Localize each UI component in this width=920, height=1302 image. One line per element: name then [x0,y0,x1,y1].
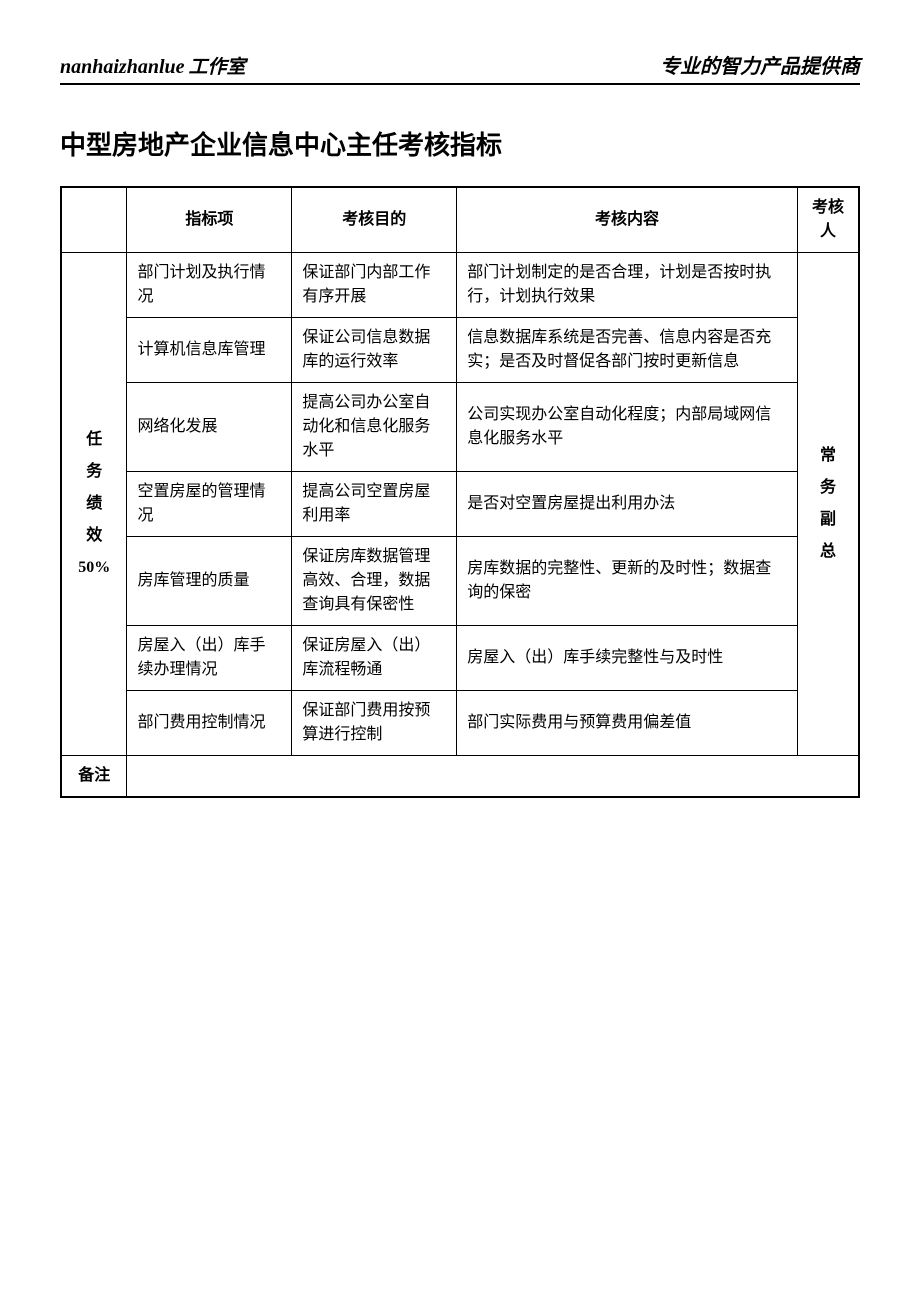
tagline: 专业的智力产品提供商 [660,50,860,79]
purpose-cell: 保证房屋入（出）库流程畅通 [292,626,457,691]
assessor-line4: 总 [808,536,848,568]
header-purpose: 考核目的 [292,187,457,253]
indicator-cell: 房屋入（出）库手续办理情况 [127,626,292,691]
content-cell: 部门计划制定的是否合理，计划是否按时执行，计划执行效果 [457,253,798,318]
remark-row: 备注 [61,756,859,798]
brand-name: nanhaizhanlue [60,56,185,78]
assessor-line1: 常 [808,440,848,472]
purpose-cell: 保证部门费用按预算进行控制 [292,691,457,756]
studio-label: 工作室 [189,57,246,78]
assessment-table: 指标项 考核目的 考核内容 考核人 任 务 绩 效 50% 部门计划及执行情况 … [60,186,860,798]
indicator-cell: 空置房屋的管理情况 [127,472,292,537]
table-row: 房库管理的质量 保证房库数据管理高效、合理，数据查询具有保密性 房库数据的完整性… [61,537,859,626]
table-row: 网络化发展 提高公司办公室自动化和信息化服务水平 公司实现办公室自动化程度；内部… [61,383,859,472]
remark-label: 备注 [61,756,127,798]
header-indicator: 指标项 [127,187,292,253]
category-cell: 任 务 绩 效 50% [61,253,127,756]
remark-content [127,756,859,798]
table-row: 任 务 绩 效 50% 部门计划及执行情况 保证部门内部工作有序开展 部门计划制… [61,253,859,318]
header-empty [61,187,127,253]
purpose-cell: 保证房库数据管理高效、合理，数据查询具有保密性 [292,537,457,626]
indicator-cell: 计算机信息库管理 [127,318,292,383]
category-line4: 效 [72,520,116,552]
table-row: 房屋入（出）库手续办理情况 保证房屋入（出）库流程畅通 房屋入（出）库手续完整性… [61,626,859,691]
indicator-cell: 部门计划及执行情况 [127,253,292,318]
purpose-cell: 提高公司办公室自动化和信息化服务水平 [292,383,457,472]
content-cell: 信息数据库系统是否完善、信息内容是否充实；是否及时督促各部门按时更新信息 [457,318,798,383]
header-assessor: 考核人 [797,187,859,253]
header-left-group: nanhaizhanlue 工作室 [60,52,246,79]
content-cell: 是否对空置房屋提出利用办法 [457,472,798,537]
content-cell: 房库数据的完整性、更新的及时性；数据查询的保密 [457,537,798,626]
category-line1: 任 [72,424,116,456]
document-title: 中型房地产企业信息中心主任考核指标 [60,125,860,162]
assessor-line2: 务 [808,472,848,504]
indicator-cell: 房库管理的质量 [127,537,292,626]
indicator-cell: 网络化发展 [127,383,292,472]
category-line2: 务 [72,456,116,488]
table-row: 部门费用控制情况 保证部门费用按预算进行控制 部门实际费用与预算费用偏差值 [61,691,859,756]
category-line3: 绩 [72,488,116,520]
assessor-cell: 常 务 副 总 [797,253,859,756]
purpose-cell: 保证部门内部工作有序开展 [292,253,457,318]
indicator-cell: 部门费用控制情况 [127,691,292,756]
page-header: nanhaizhanlue 工作室 专业的智力产品提供商 [60,50,860,85]
purpose-cell: 提高公司空置房屋利用率 [292,472,457,537]
table-header-row: 指标项 考核目的 考核内容 考核人 [61,187,859,253]
assessor-line3: 副 [808,504,848,536]
table-row: 计算机信息库管理 保证公司信息数据库的运行效率 信息数据库系统是否完善、信息内容… [61,318,859,383]
table-row: 空置房屋的管理情况 提高公司空置房屋利用率 是否对空置房屋提出利用办法 [61,472,859,537]
header-content: 考核内容 [457,187,798,253]
content-cell: 公司实现办公室自动化程度；内部局域网信息化服务水平 [457,383,798,472]
category-line5: 50% [72,552,116,584]
content-cell: 房屋入（出）库手续完整性与及时性 [457,626,798,691]
content-cell: 部门实际费用与预算费用偏差值 [457,691,798,756]
purpose-cell: 保证公司信息数据库的运行效率 [292,318,457,383]
